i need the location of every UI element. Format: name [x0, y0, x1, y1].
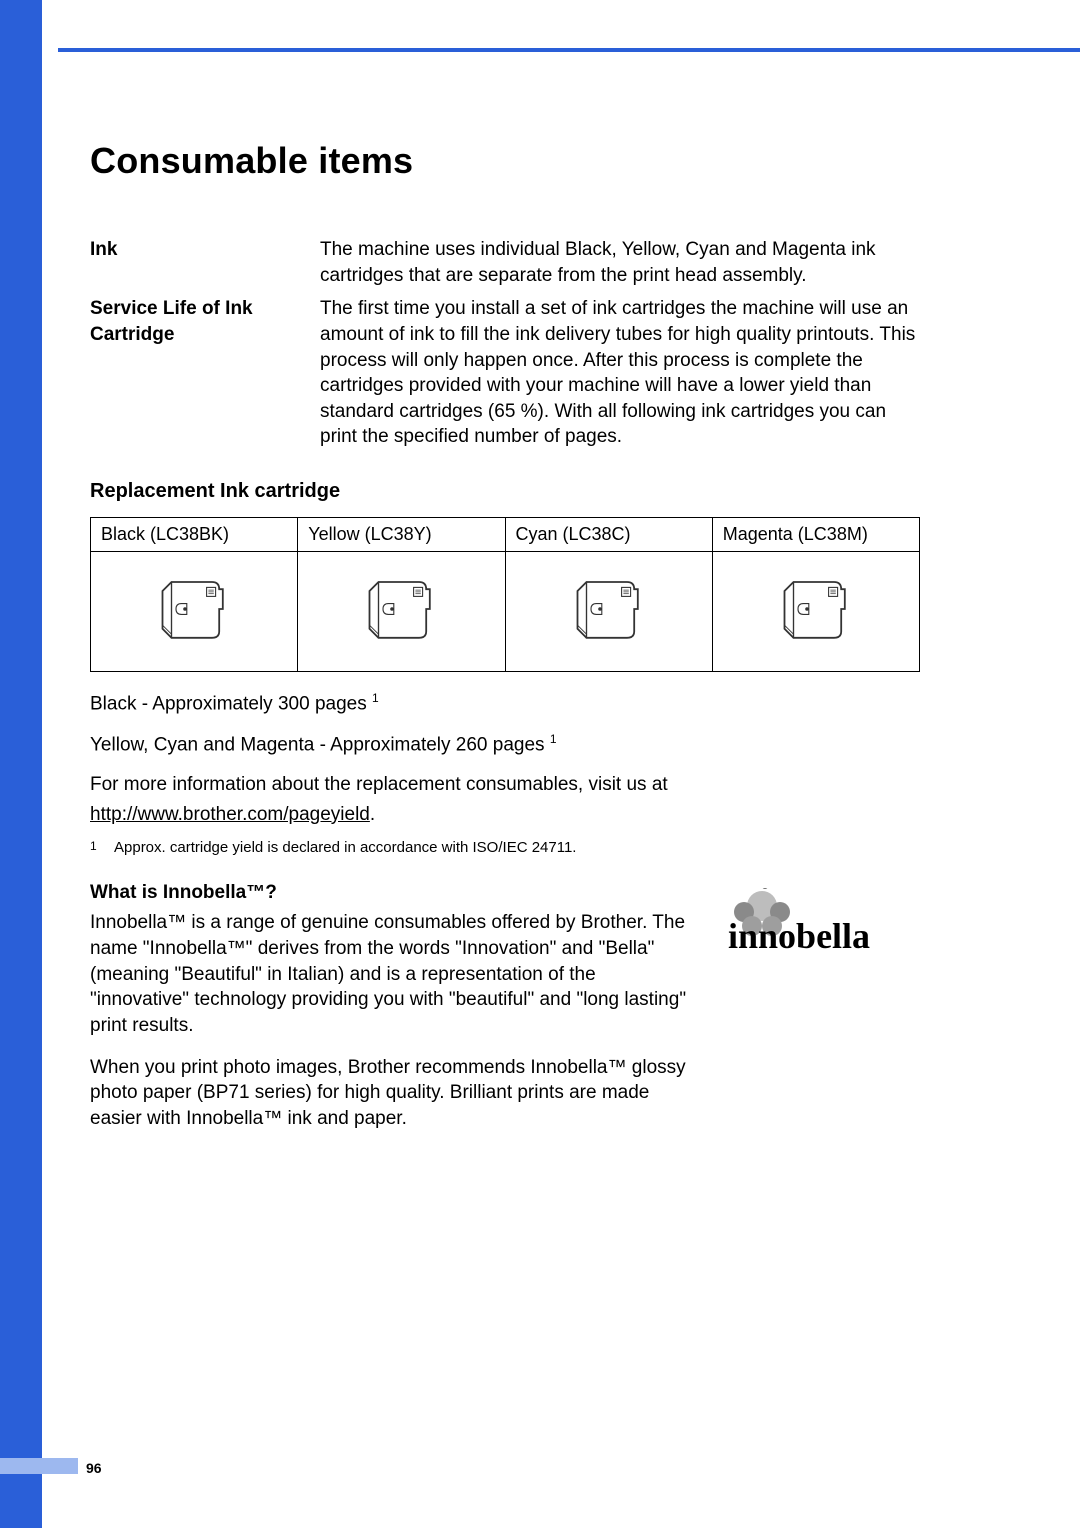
cartridge-image-magenta	[712, 552, 919, 672]
yield-color: Yellow, Cyan and Magenta - Approximately…	[90, 731, 920, 758]
innobella-logo-text: innobella	[728, 916, 870, 956]
innobella-logo-icon: innobella	[720, 888, 920, 968]
ink-cartridge-icon	[564, 564, 654, 654]
spec-label-service-life: Service Life of Ink Cartridge	[90, 296, 320, 450]
yield-black: Black - Approximately 300 pages 1	[90, 690, 920, 717]
innobella-logo: innobella	[720, 882, 920, 973]
cartridge-label-cyan: Cyan (LC38C)	[505, 518, 712, 552]
spec-row-service-life: Service Life of Ink Cartridge The first …	[90, 296, 920, 450]
cartridge-label-yellow: Yellow (LC38Y)	[298, 518, 505, 552]
cartridge-image-cyan	[505, 552, 712, 672]
table-row	[91, 552, 920, 672]
more-info-prefix: For more information about the replaceme…	[90, 774, 668, 795]
footnote: 1 Approx. cartridge yield is declared in…	[90, 839, 920, 856]
cartridge-image-yellow	[298, 552, 505, 672]
ink-cartridge-icon	[149, 564, 239, 654]
page-title: Consumable items	[90, 140, 920, 182]
header-rule	[58, 48, 1080, 52]
cartridge-image-black	[91, 552, 298, 672]
yield-black-text: Black - Approximately 300 pages	[90, 693, 372, 714]
left-sidebar	[0, 0, 42, 1528]
page-number-bar	[0, 1458, 78, 1474]
replacement-heading: Replacement Ink cartridge	[90, 480, 920, 503]
more-info-suffix: .	[370, 804, 375, 825]
page: Consumable items Ink The machine uses in…	[0, 0, 1080, 1528]
page-number: 96	[86, 1460, 102, 1476]
innobella-block: What is Innobella™? Innobella™ is a rang…	[90, 882, 920, 1147]
spec-row-ink: Ink The machine uses individual Black, Y…	[90, 237, 920, 288]
spec-label-ink: Ink	[90, 237, 320, 288]
innobella-para1: Innobella™ is a range of genuine consuma…	[90, 910, 692, 1038]
innobella-text: What is Innobella™? Innobella™ is a rang…	[90, 882, 692, 1147]
spec-value-ink: The machine uses individual Black, Yello…	[320, 237, 920, 288]
more-info-link-line: http://www.brother.com/pageyield.	[90, 802, 920, 828]
yield-color-text: Yellow, Cyan and Magenta - Approximately…	[90, 734, 550, 755]
table-row: Black (LC38BK) Yellow (LC38Y) Cyan (LC38…	[91, 518, 920, 552]
innobella-para2: When you print photo images, Brother rec…	[90, 1055, 692, 1132]
more-info: For more information about the replaceme…	[90, 772, 920, 798]
innobella-heading: What is Innobella™?	[90, 882, 692, 904]
cartridge-label-black: Black (LC38BK)	[91, 518, 298, 552]
cartridge-table: Black (LC38BK) Yellow (LC38Y) Cyan (LC38…	[90, 517, 920, 672]
spec-value-service-life: The first time you install a set of ink …	[320, 296, 920, 450]
footnote-ref: 1	[550, 732, 557, 746]
page-yield-link[interactable]: http://www.brother.com/pageyield	[90, 804, 370, 825]
cartridge-label-magenta: Magenta (LC38M)	[712, 518, 919, 552]
ink-cartridge-icon	[356, 564, 446, 654]
footnote-text: Approx. cartridge yield is declared in a…	[114, 839, 576, 856]
footnote-ref: 1	[372, 691, 379, 705]
content-area: Consumable items Ink The machine uses in…	[90, 140, 920, 1147]
footnote-number: 1	[90, 839, 114, 856]
ink-cartridge-icon	[771, 564, 861, 654]
